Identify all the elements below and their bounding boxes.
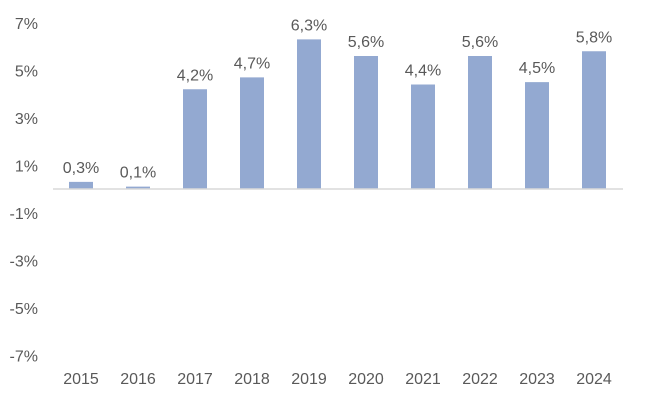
y-tick-label: 5% — [15, 63, 38, 80]
x-tick-label: 2022 — [462, 371, 498, 388]
y-tick-label: -3% — [10, 253, 38, 270]
bar-2020 — [354, 56, 378, 189]
data-label: 5,8% — [576, 29, 612, 46]
data-label: 6,3% — [291, 17, 327, 34]
bar-2015 — [69, 181, 93, 189]
y-tick-label: 1% — [15, 158, 38, 175]
data-label: 4,7% — [234, 55, 270, 72]
data-label: 4,4% — [405, 63, 441, 80]
x-tick-label: 2017 — [177, 371, 213, 388]
y-tick-label: -7% — [10, 348, 38, 365]
x-tick-label: 2016 — [120, 371, 156, 388]
x-tick-label: 2023 — [519, 371, 555, 388]
data-label: 4,2% — [177, 67, 213, 84]
y-tick-label: 7% — [15, 16, 38, 33]
bar-2019 — [297, 39, 321, 189]
bar-2018 — [240, 77, 264, 189]
data-label: 0,1% — [120, 165, 156, 182]
bar-2022 — [468, 56, 492, 189]
bar-2021 — [411, 84, 435, 189]
bar-2024 — [582, 51, 606, 189]
x-tick-label: 2024 — [576, 371, 612, 388]
data-label: 5,6% — [462, 34, 498, 51]
y-tick-label: -5% — [10, 301, 38, 318]
x-tick-label: 2018 — [234, 371, 270, 388]
x-tick-label: 2020 — [348, 371, 384, 388]
x-tick-label: 2015 — [63, 371, 99, 388]
bar-2016 — [126, 186, 150, 189]
y-tick-label: 3% — [15, 111, 38, 128]
data-label: 5,6% — [348, 34, 384, 51]
bar-2017 — [183, 89, 207, 189]
data-label: 0,3% — [63, 160, 99, 177]
y-tick-label: -1% — [10, 206, 38, 223]
x-tick-label: 2021 — [405, 371, 441, 388]
x-tick-label: 2019 — [291, 371, 327, 388]
data-label: 4,5% — [519, 60, 555, 77]
bar-2023 — [525, 82, 549, 189]
